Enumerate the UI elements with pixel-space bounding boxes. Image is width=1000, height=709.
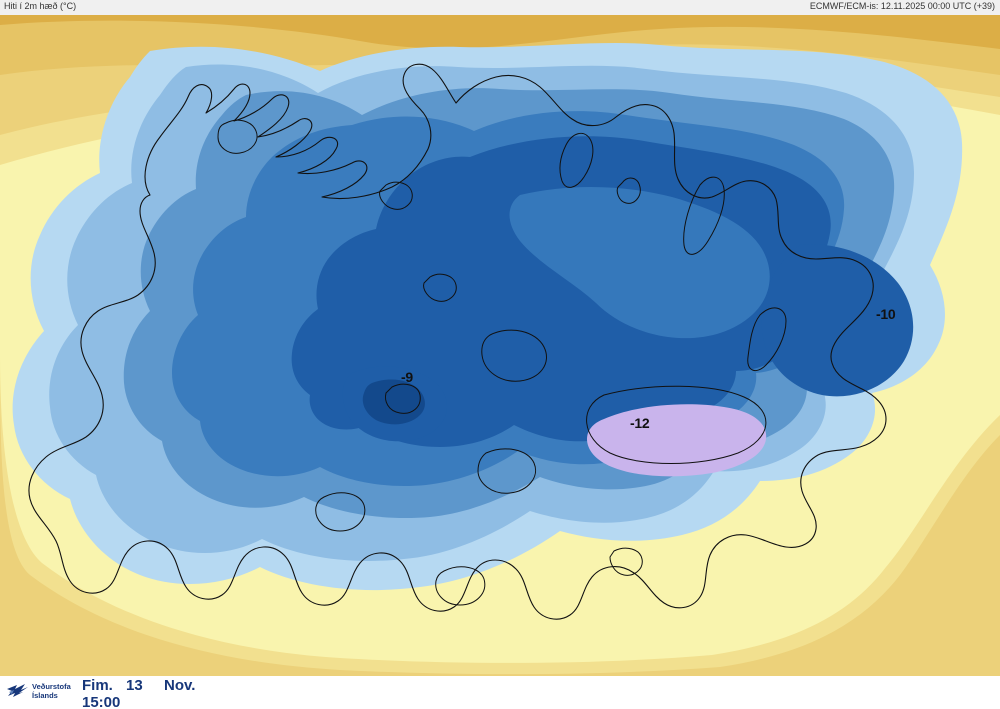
lake-outline-s	[435, 566, 486, 606]
met-office-logo[interactable]: Veðurstofa Íslands	[6, 680, 82, 704]
lake-outline-ne1	[559, 132, 594, 188]
lake-outline-e	[747, 307, 787, 372]
footer-bar: Veðurstofa Íslands Fim. 13 Nov. 15:00 -1…	[0, 676, 1000, 709]
lake-outline-se	[609, 547, 643, 576]
logo-line-2: Íslands	[32, 691, 58, 700]
glacier-and-lake-outlines	[217, 119, 787, 606]
temperature-contour-map	[0, 15, 1000, 676]
lake-outline-n	[423, 273, 457, 302]
temp-core-variation	[509, 186, 770, 339]
forecast-weekday: Fim.	[82, 677, 113, 694]
drangajokull-outline	[217, 119, 258, 154]
temp-core-ne-deep	[761, 244, 914, 397]
vatnajokull-outline	[586, 385, 767, 464]
lake-outline-sw	[315, 492, 366, 532]
forecast-day: 13	[126, 677, 143, 694]
langjokull-outline	[385, 383, 421, 414]
myrdalsjokull-outline	[477, 448, 536, 494]
contour-label-0: -10	[876, 306, 896, 322]
lake-outline-ne2	[616, 177, 641, 204]
coastline-outline	[28, 63, 887, 620]
contour-label-2: -12	[630, 415, 650, 431]
forecast-month: Nov.	[164, 677, 196, 694]
temp-min-west-m9-inner	[362, 379, 425, 425]
model-run-label: ECMWF/ECM-is: 12.11.2025 00:00 UTC (+39)	[809, 1, 995, 11]
logo-text: Veðurstofa Íslands	[32, 682, 71, 700]
contour-label-1: -9	[401, 369, 413, 385]
logo-line-1: Veðurstofa	[32, 682, 71, 691]
header-bar: Hiti í 2m hæð (°C) ECMWF/ECM-is: 12.11.2…	[0, 0, 1000, 15]
page-title: Hiti í 2m hæð (°C)	[4, 1, 77, 11]
iceland-coast-main	[28, 63, 887, 620]
lake-outline-nw	[379, 181, 413, 210]
lake-outline-ne3	[683, 176, 725, 255]
map-canvas[interactable]: -10 -9 -12	[0, 15, 1000, 676]
met-office-logo-icon	[7, 684, 28, 697]
hofsjokull-outline	[481, 329, 547, 382]
forecast-time: 15:00	[82, 694, 121, 709]
forecast-datetime: Fim. 13 Nov. 15:00	[82, 676, 210, 709]
